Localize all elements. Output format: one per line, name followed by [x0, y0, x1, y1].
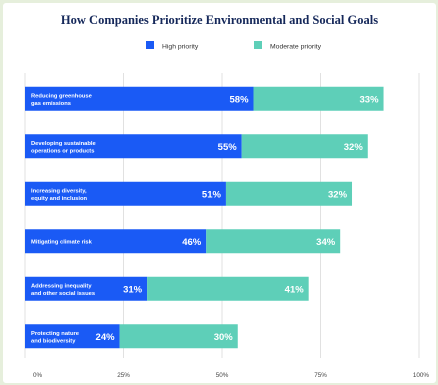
bar-segment-high — [25, 229, 207, 254]
chart-title: How Companies Prioritize Environmental a… — [60, 13, 379, 27]
x-tick-label: 100% — [413, 372, 430, 379]
category-label: Addressing inequality — [31, 283, 92, 289]
category-label: and biodiversity — [31, 338, 76, 344]
category-label: operations or products — [31, 148, 94, 154]
category-label: Reducing greenhouse — [31, 93, 93, 99]
bar-segment-high — [25, 86, 254, 111]
legend-label-0: High priority — [162, 44, 199, 51]
legend-label-1: Moderate priority — [270, 44, 322, 51]
category-label: Mitigating climate risk — [31, 239, 93, 245]
legend-swatch-0 — [146, 41, 154, 49]
x-tick-label: 75% — [314, 372, 327, 379]
category-label: and other social issues — [31, 291, 95, 297]
bar-segment-moderate — [241, 134, 368, 159]
bar-segment-moderate — [225, 181, 353, 206]
data-label: 55% — [218, 142, 238, 153]
category-label: Developing sustainable — [31, 141, 97, 147]
category-label: Protecting nature — [31, 331, 80, 337]
data-label: 46% — [182, 237, 202, 248]
x-tick-label: 50% — [216, 372, 229, 379]
bar-segment-high — [25, 276, 148, 301]
data-label: 24% — [96, 332, 116, 343]
bar-segment-moderate — [206, 229, 341, 254]
data-label: 32% — [328, 189, 348, 200]
chart-card: How Companies Prioritize Environmental a… — [3, 3, 436, 383]
bar-segment-moderate — [147, 276, 309, 301]
data-label: 34% — [316, 237, 336, 248]
data-label: 58% — [230, 94, 250, 105]
category-label: equity and inclusion — [31, 196, 88, 202]
data-label: 51% — [202, 189, 222, 200]
x-tick-label: 0% — [33, 372, 43, 379]
bar-segment-moderate — [119, 324, 238, 349]
x-tick-label: 25% — [117, 372, 130, 379]
bar-segment-moderate — [253, 86, 384, 111]
bar-segment-high — [25, 134, 242, 159]
data-label: 32% — [344, 142, 364, 153]
category-label: gas emissions — [31, 101, 71, 107]
data-label: 41% — [285, 284, 305, 295]
data-label: 31% — [123, 284, 143, 295]
bar-segment-high — [25, 324, 120, 349]
legend-swatch-1 — [254, 41, 262, 49]
data-label: 30% — [214, 332, 234, 343]
stacked-bar-chart: High priority Moderate priority 0% 25% 50% 75… — [24, 41, 430, 379]
category-label: Increasing diversity, — [31, 188, 87, 194]
data-label: 33% — [360, 94, 380, 105]
bar-segment-high — [25, 181, 226, 206]
